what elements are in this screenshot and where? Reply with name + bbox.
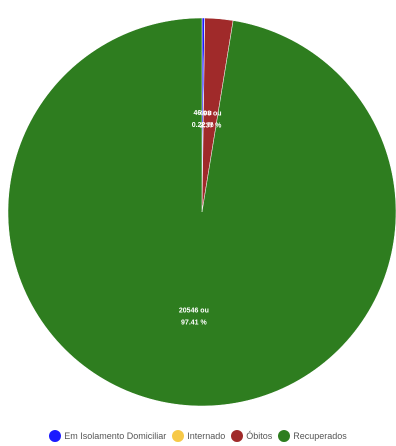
legend-item-obitos[interactable]: Óbitos	[231, 430, 272, 442]
legend-label-obitos: Óbitos	[246, 431, 273, 441]
slice-label-obitos: 493 ou 2.37 %	[199, 110, 222, 129]
legend-label-internado: Internado	[187, 431, 226, 441]
legend-label-recuperados: Recuperados	[293, 431, 347, 441]
pie-slice-recuperados[interactable]	[7, 17, 396, 407]
slice-label-em-isolamento-domiciliar: 46 ou 0.22 %	[192, 110, 215, 129]
legend: Em Isolamento Domiciliar Internado Óbito…	[0, 428, 396, 444]
pie-slices	[7, 17, 396, 407]
legend-item-recuperados[interactable]: Recuperados	[278, 430, 347, 442]
legend-label-em-isolamento-domiciliar: Em Isolamento Domiciliar	[64, 431, 167, 441]
slice-label-recuperados: 20546 ou 97.41 %	[179, 308, 209, 327]
legend-swatch-em-isolamento-domiciliar	[49, 430, 62, 442]
slice-labels: 46 ou 0.22 %493 ou 2.37 % 20546 ou 97.41 %	[179, 110, 222, 327]
legend-item-em-isolamento-domiciliar[interactable]: Em Isolamento Domiciliar	[49, 430, 166, 442]
legend-swatch-recuperados	[278, 430, 291, 442]
legend-swatch-internado	[172, 430, 185, 442]
pie-chart: 46 ou 0.22 %493 ou 2.37 % 20546 ou 97.41 %	[7, 17, 396, 407]
legend-swatch-obitos	[231, 430, 244, 442]
legend-item-internado[interactable]: Internado	[172, 430, 225, 442]
